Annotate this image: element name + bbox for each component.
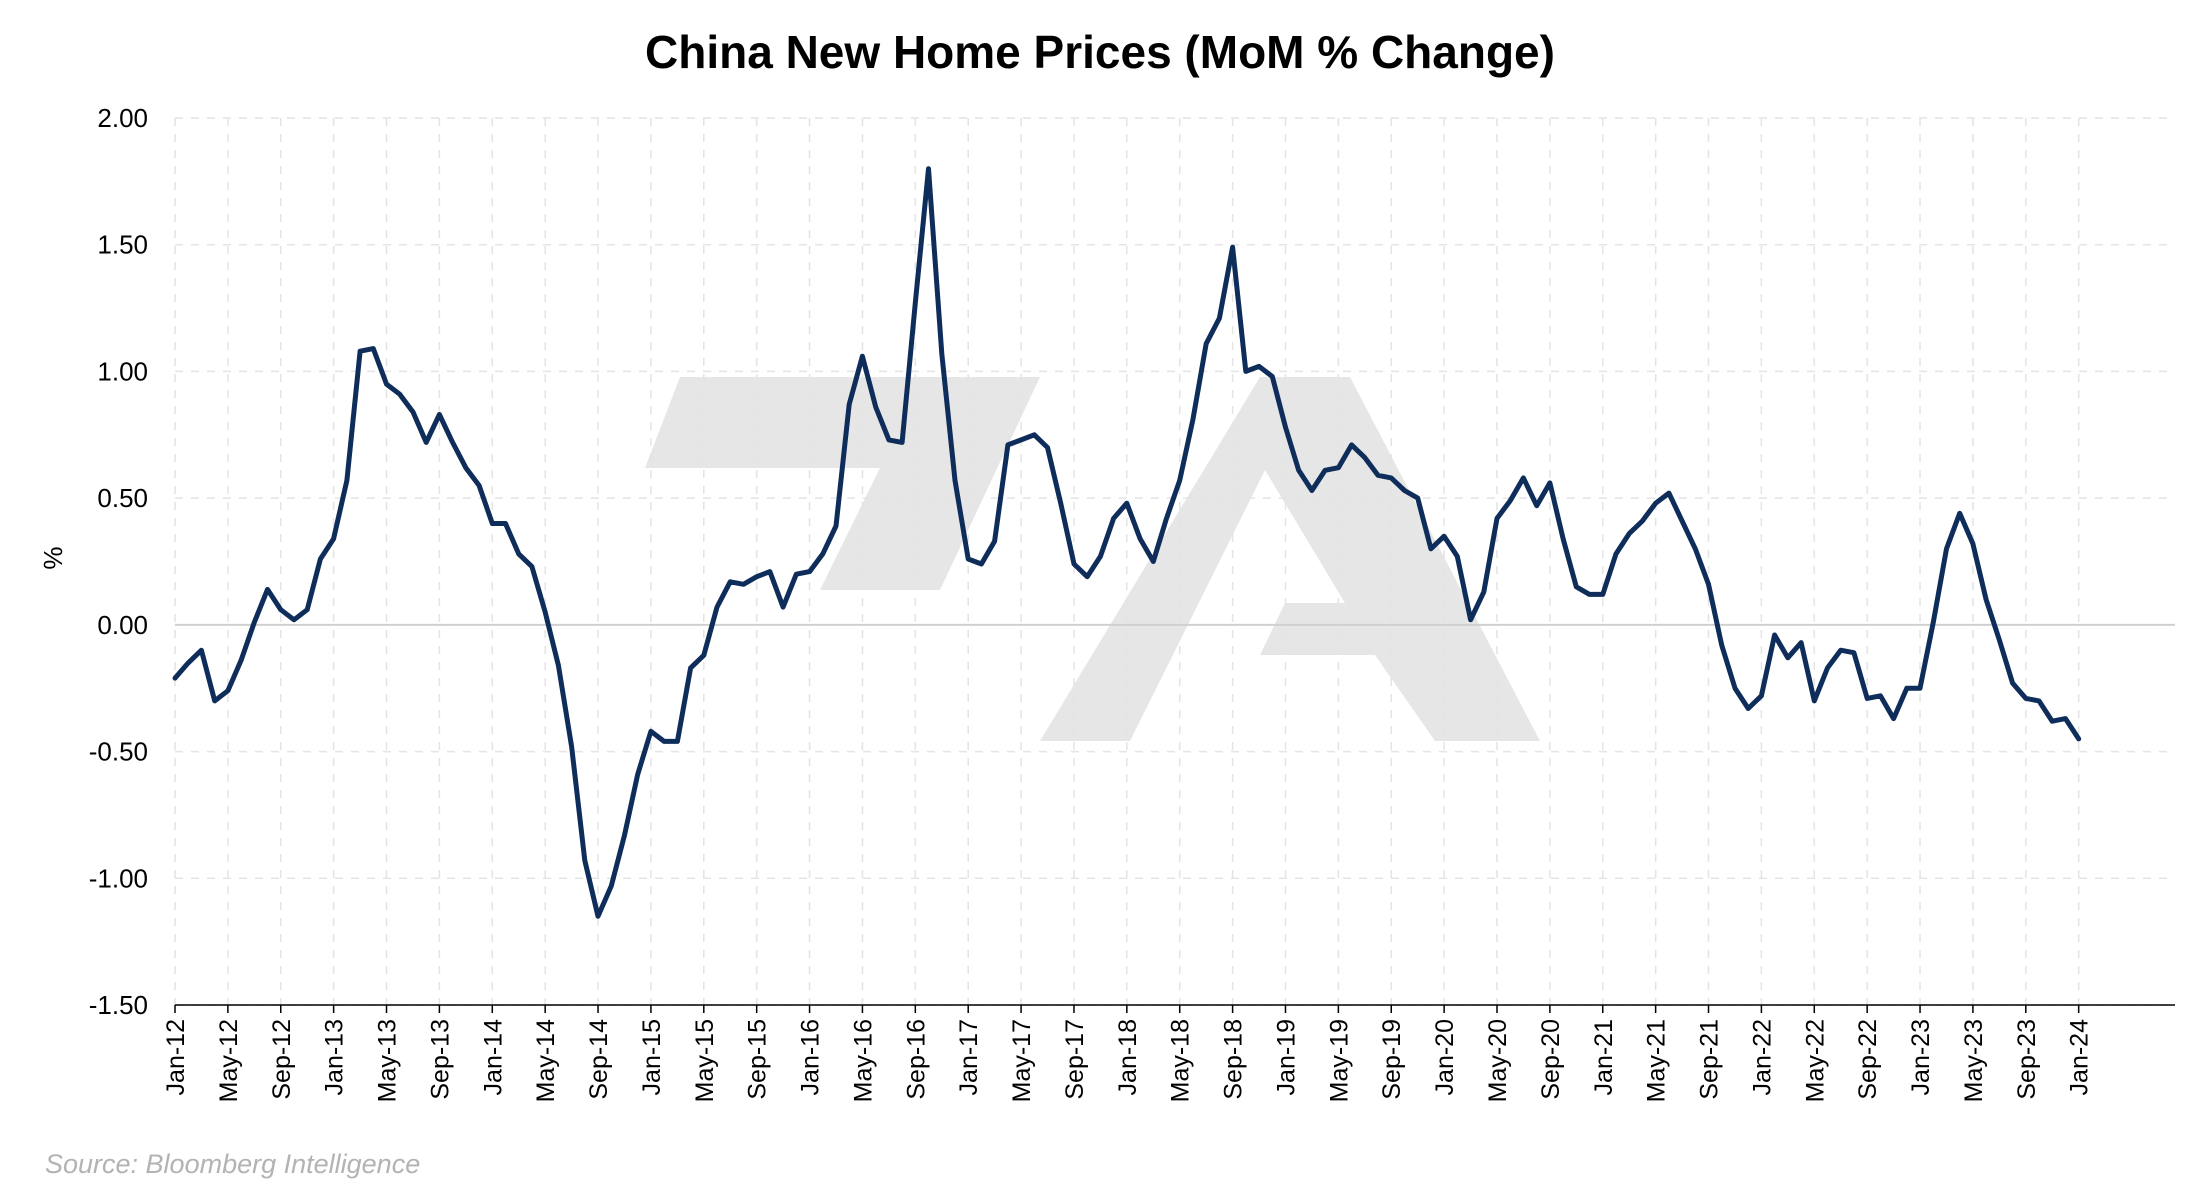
y-tick-label: 2.00 [97,103,148,133]
x-tick-label: Jan-19 [1272,1019,1300,1095]
x-tick-label: Jan-13 [321,1019,349,1095]
y-axis: 2.00 1.50 1.00 0.50 0.00 -0.50 -1.00 -1.50 [89,103,148,1020]
x-tick-label: Jan-24 [2066,1019,2094,1096]
x-tick-label: Sep-18 [1220,1019,1248,1100]
x-tick-label: May-15 [691,1019,719,1102]
y-tick-label: 1.50 [97,230,148,260]
x-tick-label: May-20 [1484,1019,1512,1102]
source-note: Source: Bloomberg Intelligence [45,1149,420,1179]
x-tick-label: May-22 [1801,1019,1829,1102]
y-tick-label: -1.50 [89,990,148,1020]
x-tick-label: Sep-15 [744,1019,772,1100]
x-tick-label: Jan-17 [955,1019,983,1095]
x-tick-label: May-23 [1960,1019,1988,1102]
y-tick-label: 0.50 [97,483,148,513]
x-tick-label: Jan-14 [479,1019,507,1096]
y-tick-label: -0.50 [89,737,148,767]
x-tick-label: Jan-18 [1114,1019,1142,1095]
chart-title: China New Home Prices (MoM % Change) [645,26,1555,78]
y-tick-label: -1.00 [89,863,148,893]
x-tick-label: May-19 [1325,1019,1353,1102]
x-tick-label: Jan-12 [162,1019,190,1095]
x-tick-label: Sep-16 [902,1019,930,1100]
x-tick-label: Sep-21 [1696,1019,1724,1100]
x-tick-label: Jan-22 [1748,1019,1776,1095]
x-tick-label: May-12 [215,1019,243,1102]
x-tick-label: May-14 [532,1019,560,1102]
x-tick-label: May-17 [1008,1019,1036,1102]
grid [174,117,2175,1006]
x-tick-label: Sep-12 [268,1019,296,1100]
y-axis-label: % [38,546,68,569]
x-tick-label: Jan-16 [797,1019,825,1095]
x-tick-label: Sep-23 [2013,1019,2041,1100]
x-tick-label: May-21 [1643,1019,1671,1102]
x-tick-label: Sep-13 [426,1019,454,1100]
x-tick-label: Jan-20 [1431,1019,1459,1095]
x-tick-label: May-13 [374,1019,402,1102]
x-tick-label: May-18 [1167,1019,1195,1102]
x-tick-label: Sep-17 [1061,1019,1089,1100]
x-axis: Jan-12 May-12 Sep-12 Jan-13 May-13 Sep-13 Jan-… [162,1004,2175,1102]
x-tick-label: Jan-21 [1590,1019,1618,1095]
x-tick-label: Sep-14 [585,1019,613,1100]
x-tick-label: Sep-19 [1378,1019,1406,1100]
x-tick-label: Sep-22 [1854,1019,1882,1100]
x-tick-label: Jan-23 [1907,1019,1935,1095]
x-tick-label: Jan-15 [638,1019,666,1095]
x-tick-label: May-16 [849,1019,877,1102]
x-tick-label: Sep-20 [1537,1019,1565,1100]
series-line [172,166,2082,919]
y-tick-label: 0.00 [97,610,148,640]
y-tick-label: 1.00 [97,356,148,386]
watermark-logo [645,377,1540,741]
